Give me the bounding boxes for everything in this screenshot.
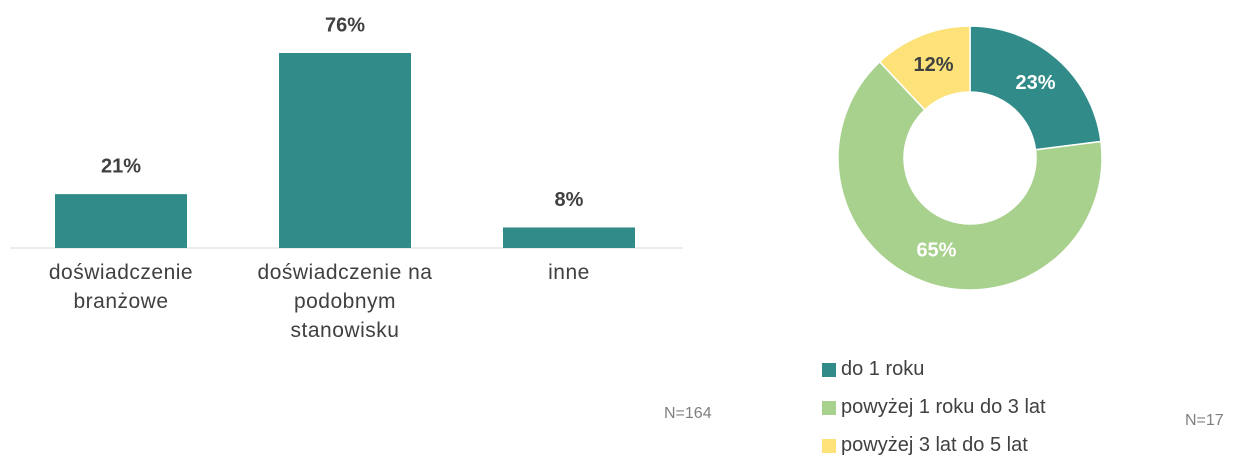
legend-item: powyżej 1 roku do 3 lat xyxy=(822,396,1046,419)
value-label: 8% xyxy=(555,189,584,211)
legend-label: do 1 roku xyxy=(841,358,925,380)
note: N=17 xyxy=(1185,412,1224,429)
donut-slice xyxy=(878,25,971,111)
legend-item: powyżej 3 lat do 5 lat xyxy=(822,434,1028,456)
legend-swatch xyxy=(822,438,836,453)
note: N=164 xyxy=(664,405,712,422)
value-label: 65% xyxy=(916,239,956,261)
value-label: 21% xyxy=(101,155,141,177)
legend-label: powyżej 3 lat do 5 lat xyxy=(841,434,1028,456)
bar xyxy=(55,194,187,248)
x-tick-label: doświadczenie na podobnym stanowisku xyxy=(257,261,433,342)
x-tick-label: doświadczenie branżowe xyxy=(48,261,194,313)
value-label: 76% xyxy=(325,14,365,36)
x-tick-label: inne xyxy=(548,261,590,284)
donut-slice xyxy=(837,60,1103,291)
value-label: 12% xyxy=(914,54,954,76)
bar xyxy=(503,227,635,248)
legend-swatch xyxy=(822,362,836,377)
donut-slice xyxy=(969,25,1102,151)
value-label: 23% xyxy=(1015,72,1055,94)
legend-label: powyżej 1 roku do 3 lat xyxy=(841,396,1046,418)
legend-item: do 1 roku xyxy=(822,358,924,381)
legend-swatch xyxy=(822,400,836,415)
bar xyxy=(279,53,411,248)
